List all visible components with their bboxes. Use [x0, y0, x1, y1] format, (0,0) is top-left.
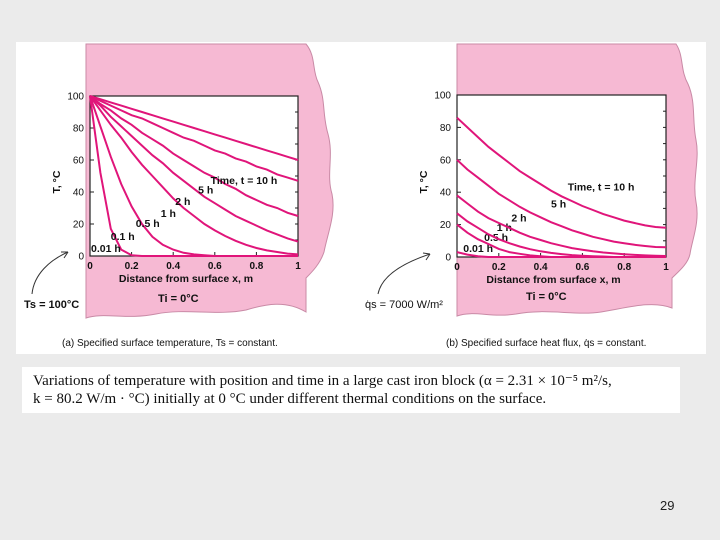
y-tick-label: 80	[73, 124, 85, 135]
series-label: Time, t = 10 h	[568, 182, 635, 194]
x-tick-label: 0.8	[249, 261, 263, 272]
y-axis-label: T, °C	[418, 170, 430, 193]
x-axis-label: Distance from surface x, m	[486, 274, 620, 286]
series-label: 1 h	[497, 222, 512, 234]
series-line-5-h	[456, 159, 667, 249]
ts-arrow-head	[61, 251, 69, 259]
series-line-2-h	[456, 194, 667, 257]
annotation-qs: q̇s = 7000 W/m²	[365, 299, 443, 311]
series-label: 0.01 h	[91, 243, 121, 255]
series-label: Time, t = 10 h	[211, 175, 278, 187]
series-label: 0.1 h	[111, 231, 135, 243]
qs-arrow	[377, 253, 431, 295]
x-tick-label: 1	[663, 262, 669, 273]
x-axis-label: Distance from surface x, m	[119, 273, 253, 285]
x-tick-label: 0.2	[492, 262, 506, 273]
caption-line-1: Variations of temperature with position …	[33, 373, 612, 389]
y-tick-label: 40	[73, 188, 85, 199]
series-label: 0.01 h	[463, 243, 493, 255]
caption-box: Variations of temperature with position …	[22, 367, 680, 413]
series-line-1-h	[89, 95, 299, 243]
y-tick-label: 100	[67, 92, 84, 103]
series-label: 2 h	[511, 212, 526, 224]
y-tick-label: 80	[440, 123, 452, 134]
plot-b: 0 0.2 0.4 0.6 0.8 1 0 20 40 60 80 100 Distance from …	[418, 91, 669, 287]
y-tick-label: 20	[440, 220, 452, 231]
plot-a: 0 0.2 0.4 0.6 0.8 1 0 20 40 60 80 100 Distance from …	[51, 92, 301, 286]
series-line-10-h	[89, 95, 299, 161]
x-tick-label: 0.8	[617, 262, 631, 273]
x-tick-label: 0.6	[575, 262, 589, 273]
x-tick-label: 0	[87, 261, 93, 272]
page-number: 29	[660, 498, 675, 513]
series-line-1-h	[456, 212, 666, 258]
series-label: 1 h	[161, 208, 176, 220]
y-tick-label: 0	[445, 253, 451, 264]
y-tick-label: 100	[434, 91, 451, 102]
series-line-0-1-h	[89, 95, 298, 257]
series-label: 2 h	[175, 196, 190, 208]
y-tick-label: 20	[73, 220, 85, 231]
y-tick-label: 60	[73, 156, 85, 167]
x-tick-label: 0.6	[208, 261, 222, 272]
annotation-ts: Ts = 100°C	[24, 299, 79, 311]
y-tick-label: 40	[440, 188, 452, 199]
series-line-10-h	[456, 116, 667, 229]
x-tick-label: 1	[295, 261, 301, 272]
series-label: 5 h	[198, 185, 213, 197]
y-axis-label: T, °C	[51, 170, 63, 193]
figure-panel: 0 0.2 0.4 0.6 0.8 1 0 20 40 60 80 100 Distance from …	[16, 42, 706, 354]
series-label: 5 h	[551, 199, 566, 211]
caption-b: (b) Specified surface heat flux, q̇s = c…	[446, 338, 646, 349]
qs-arrow-head	[422, 252, 431, 261]
caption-line-2: k = 80.2 W/m · °C) initially at 0 °C und…	[33, 391, 547, 407]
caption-a: (a) Specified surface temperature, Ts = …	[62, 338, 278, 349]
annotation-ti-a: Ti = 0°C	[158, 293, 199, 305]
x-tick-label: 0.4	[534, 262, 548, 273]
annotation-ti-b: Ti = 0°C	[526, 291, 567, 303]
x-tick-label: 0	[454, 262, 460, 273]
series-line-5-h	[89, 95, 299, 182]
series-line-0-5-h	[89, 95, 299, 256]
x-tick-label: 0.2	[125, 261, 139, 272]
series-line-2-h	[89, 95, 299, 217]
x-tick-label: 0.4	[166, 261, 180, 272]
y-tick-label: 0	[78, 252, 84, 263]
series-label: 0.5 h	[136, 218, 160, 230]
ts-arrow	[31, 251, 69, 295]
y-tick-label: 60	[440, 155, 452, 166]
